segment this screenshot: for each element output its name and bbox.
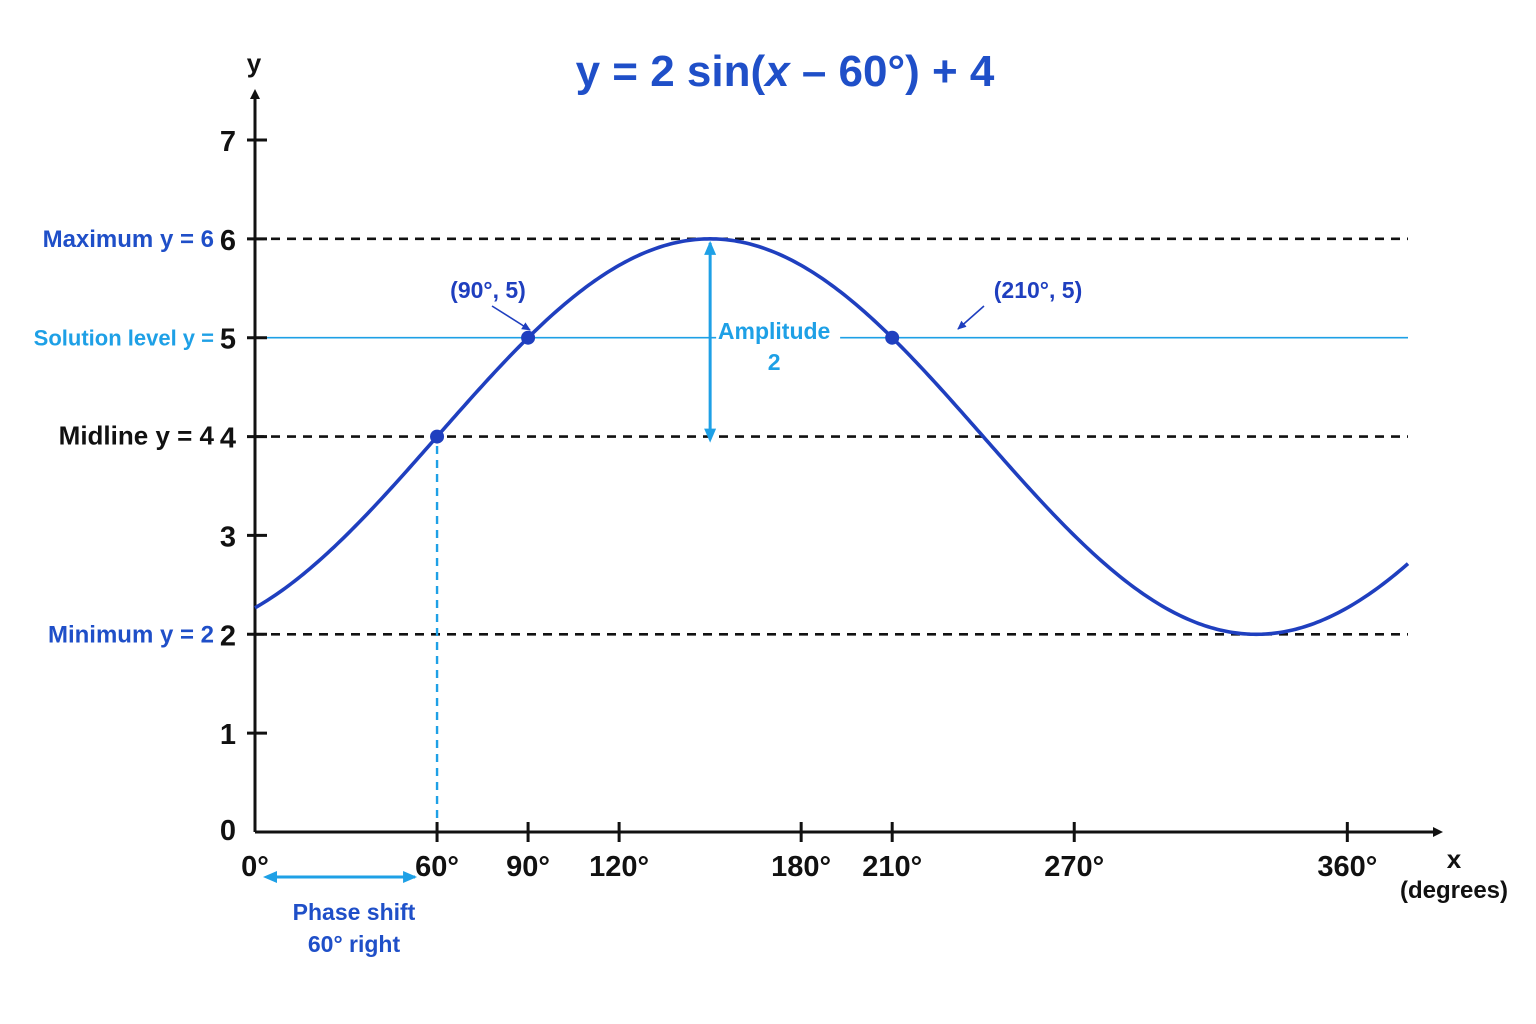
point-1 [521, 330, 536, 345]
y-axis-label: y [247, 48, 262, 78]
data-points: (90°, 5) (210°, 5) [430, 277, 1082, 444]
ref-label-y4: Midline y = 4 [59, 421, 215, 451]
reference-lines: Maximum y = 6 Solution level y = Midline y… [34, 226, 1408, 648]
annotations: Amplitude 2 Phase shift 60° right [263, 240, 841, 957]
y-tick-label-3: 3 [220, 521, 236, 553]
amplitude-label-line-1: Amplitude [718, 318, 830, 344]
x-axis-label: x [1447, 844, 1462, 874]
x-tick-label-120: 120° [589, 851, 649, 883]
amplitude-label-line-2: 2 [768, 349, 781, 375]
title-part-5: ) [905, 47, 920, 96]
chart-title: y = 2 sin(x – 60°) + 4 [576, 47, 995, 96]
x-tick-label-0: 0° [241, 851, 269, 883]
series-line-0 [254, 237, 1410, 637]
ref-label-y6: Maximum y = 6 [43, 226, 214, 253]
series [254, 237, 1410, 637]
y-tick-label-4: 4 [220, 423, 236, 455]
amplitude-label-bg [716, 314, 841, 380]
y-tick-label-0: 0 [220, 815, 236, 847]
x-ticks: 0° 60° 90° 120° 180° 210° 270° 360° [241, 822, 1377, 883]
point-label-2: (210°, 5) [994, 277, 1082, 303]
phase-shift-label-line-2: 60° right [308, 931, 401, 957]
ref-label-y5: Solution level y = [34, 326, 214, 351]
title-part-6: + 4 [920, 47, 995, 96]
x-tick-label-210: 210° [862, 851, 922, 883]
x-tick-label-90: 90° [506, 851, 550, 883]
point-2 [885, 330, 900, 345]
x-axis-unit: (degrees) [1400, 877, 1508, 904]
x-tick-label-180: 180° [771, 851, 831, 883]
y-tick-label-6: 6 [220, 225, 236, 257]
ref-label-y2: Minimum y = 2 [48, 621, 214, 648]
x-tick-label-60: 60° [415, 851, 459, 883]
title-part-4: – 60° [790, 47, 905, 96]
y-tick-label-1: 1 [220, 719, 236, 751]
x-tick-label-270: 270° [1044, 851, 1104, 883]
point-label-pointer-1 [491, 305, 531, 331]
point-0 [430, 429, 445, 444]
y-tick-label-2: 2 [220, 620, 236, 652]
title-part-1: y = 2 sin [576, 47, 751, 96]
title-part-3: x [763, 47, 791, 96]
x-tick-label-360: 360° [1317, 851, 1377, 883]
y-tick-label-7: 7 [220, 126, 236, 158]
title-part-2: ( [751, 47, 766, 96]
phase-shift-label-line-1: Phase shift [293, 899, 416, 925]
y-ticks: 0 1 2 3 4 5 6 7 [220, 126, 267, 847]
point-label-pointer-2 [957, 305, 985, 330]
point-label-1: (90°, 5) [450, 277, 526, 303]
y-tick-label-5: 5 [220, 324, 236, 356]
